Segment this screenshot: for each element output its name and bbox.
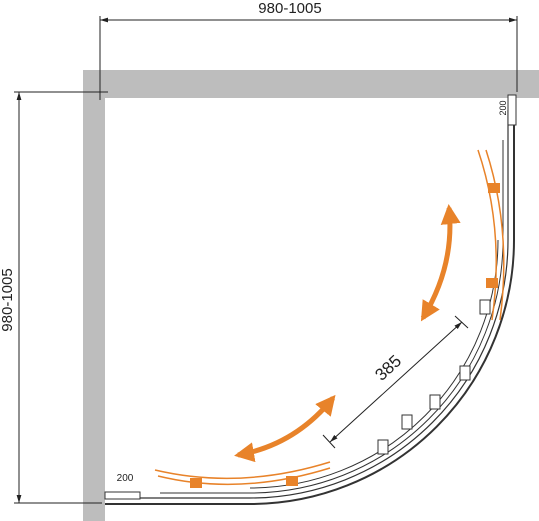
right-offset-label: 200: [498, 100, 508, 115]
enclosure: [104, 94, 517, 505]
wall-top: [83, 70, 539, 98]
opening-dimension: [322, 315, 469, 449]
width-dimension: [99, 16, 518, 100]
depth-dimension: [14, 91, 108, 504]
bottom-offset-label: 200: [117, 473, 134, 484]
motion-arrow: [420, 204, 461, 322]
wall-left: [83, 70, 105, 521]
door-open: [154, 149, 505, 488]
width-label: 980-1005: [258, 0, 321, 17]
opening-label: 385: [371, 351, 405, 384]
depth-label: 980-1005: [0, 268, 16, 331]
motion-arrow: [234, 394, 336, 463]
